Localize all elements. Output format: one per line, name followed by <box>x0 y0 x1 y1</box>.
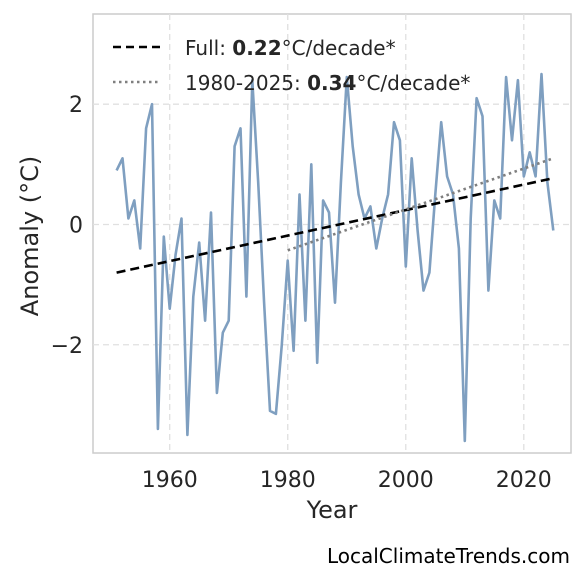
y-tick-label: 0 <box>69 213 83 238</box>
x-tick-label: 2000 <box>378 468 434 493</box>
legend-full-prefix: Full: <box>185 36 232 60</box>
legend-recent-value: 0.34 <box>307 71 356 95</box>
recent-trend-line <box>287 157 554 252</box>
x-tick-label: 2020 <box>496 468 552 493</box>
legend-full-unit: °C/decade* <box>282 36 396 60</box>
legend-recent-prefix: 1980-2025: <box>185 71 307 95</box>
full-trend-line <box>116 176 554 274</box>
legend-recent-label: 1980-2025: 0.34°C/decade* <box>185 71 470 95</box>
x-tick-label: 1980 <box>260 468 316 493</box>
grid <box>93 14 571 453</box>
x-tick-label: 1960 <box>142 468 198 493</box>
x-axis-label: Year <box>306 496 358 524</box>
legend-full-value: 0.22 <box>232 36 281 60</box>
tick-labels: 1960 1980 2000 2020 −2 0 2 <box>51 93 552 493</box>
y-axis-label: Anomaly (°C) <box>16 156 44 316</box>
legend: Full: 0.22°C/decade* 1980-2025: 0.34°C/d… <box>113 36 470 95</box>
series-layer <box>115 72 555 443</box>
legend-recent-unit: °C/decade* <box>356 71 470 95</box>
anomaly-series-line <box>115 72 555 443</box>
y-tick-label: −2 <box>51 334 83 359</box>
y-tick-label: 2 <box>69 93 83 118</box>
credit-text: LocalClimateTrends.com <box>326 544 570 568</box>
legend-full-label: Full: 0.22°C/decade* <box>185 36 396 60</box>
